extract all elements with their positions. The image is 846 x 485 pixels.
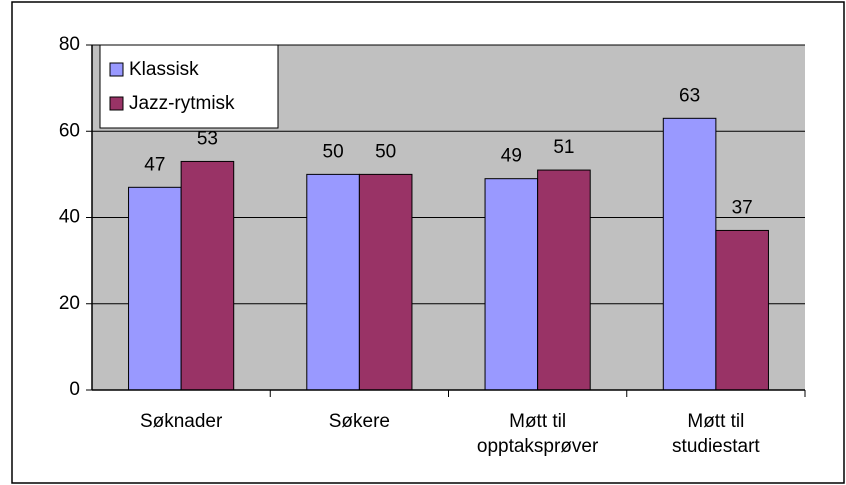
x-tick-label-line: studiestart bbox=[672, 436, 760, 457]
bar bbox=[715, 229, 769, 391]
value-label: 49 bbox=[501, 146, 522, 167]
legend-swatch bbox=[109, 62, 124, 77]
y-tick-label: 60 bbox=[59, 120, 80, 141]
y-tick-label: 20 bbox=[59, 293, 80, 314]
x-tick-label-line: Møtt til bbox=[687, 411, 744, 432]
bar bbox=[306, 173, 360, 391]
x-tick-label-line: Møtt til bbox=[509, 411, 566, 432]
value-label: 51 bbox=[553, 137, 574, 158]
x-tick-label: Møtt til studiestart bbox=[672, 411, 760, 457]
bar bbox=[128, 186, 182, 391]
y-tick-label: 80 bbox=[59, 34, 80, 55]
x-tick-label: Søkere bbox=[329, 411, 390, 432]
bar bbox=[484, 178, 539, 391]
x-tick-label-line: Søkere bbox=[329, 411, 390, 432]
x-tick-label-line: Søknader bbox=[140, 411, 223, 432]
legend-label: Jazz-rytmisk bbox=[129, 93, 235, 114]
value-label: 50 bbox=[375, 141, 396, 162]
value-label: 50 bbox=[323, 141, 344, 162]
legend-swatch bbox=[109, 96, 124, 111]
bar bbox=[662, 117, 717, 391]
x-tick-label: Søknader bbox=[140, 411, 223, 432]
y-tick-label: 0 bbox=[69, 379, 80, 400]
bar bbox=[180, 160, 235, 391]
value-label: 63 bbox=[679, 85, 700, 106]
x-tick-label-line: opptaksprøver bbox=[477, 436, 599, 457]
bar bbox=[537, 169, 591, 391]
value-label: 47 bbox=[144, 154, 165, 175]
legend-label: Klassisk bbox=[129, 59, 199, 80]
bar bbox=[358, 173, 413, 391]
y-tick-label: 40 bbox=[59, 207, 80, 228]
x-tick-label: Møtt til opptaksprøver bbox=[477, 411, 599, 457]
legend-box bbox=[99, 44, 279, 129]
value-label: 37 bbox=[732, 197, 753, 218]
value-label: 53 bbox=[197, 128, 218, 149]
